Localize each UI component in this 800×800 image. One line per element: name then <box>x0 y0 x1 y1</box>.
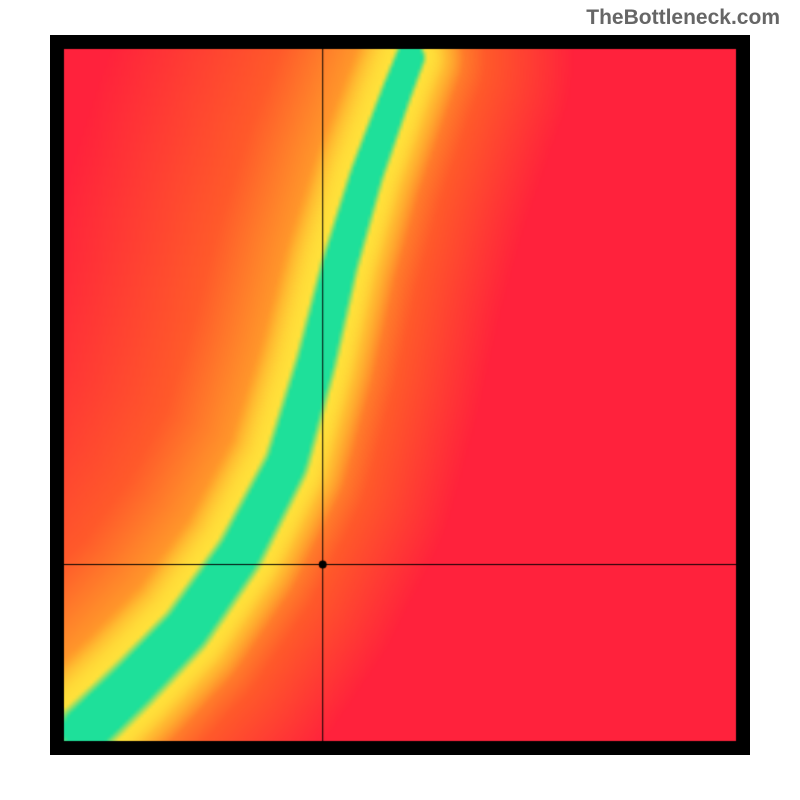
watermark-text: TheBottleneck.com <box>586 6 780 30</box>
heatmap-canvas <box>50 35 750 755</box>
plot-area <box>50 35 750 755</box>
chart-container: TheBottleneck.com <box>0 0 800 800</box>
